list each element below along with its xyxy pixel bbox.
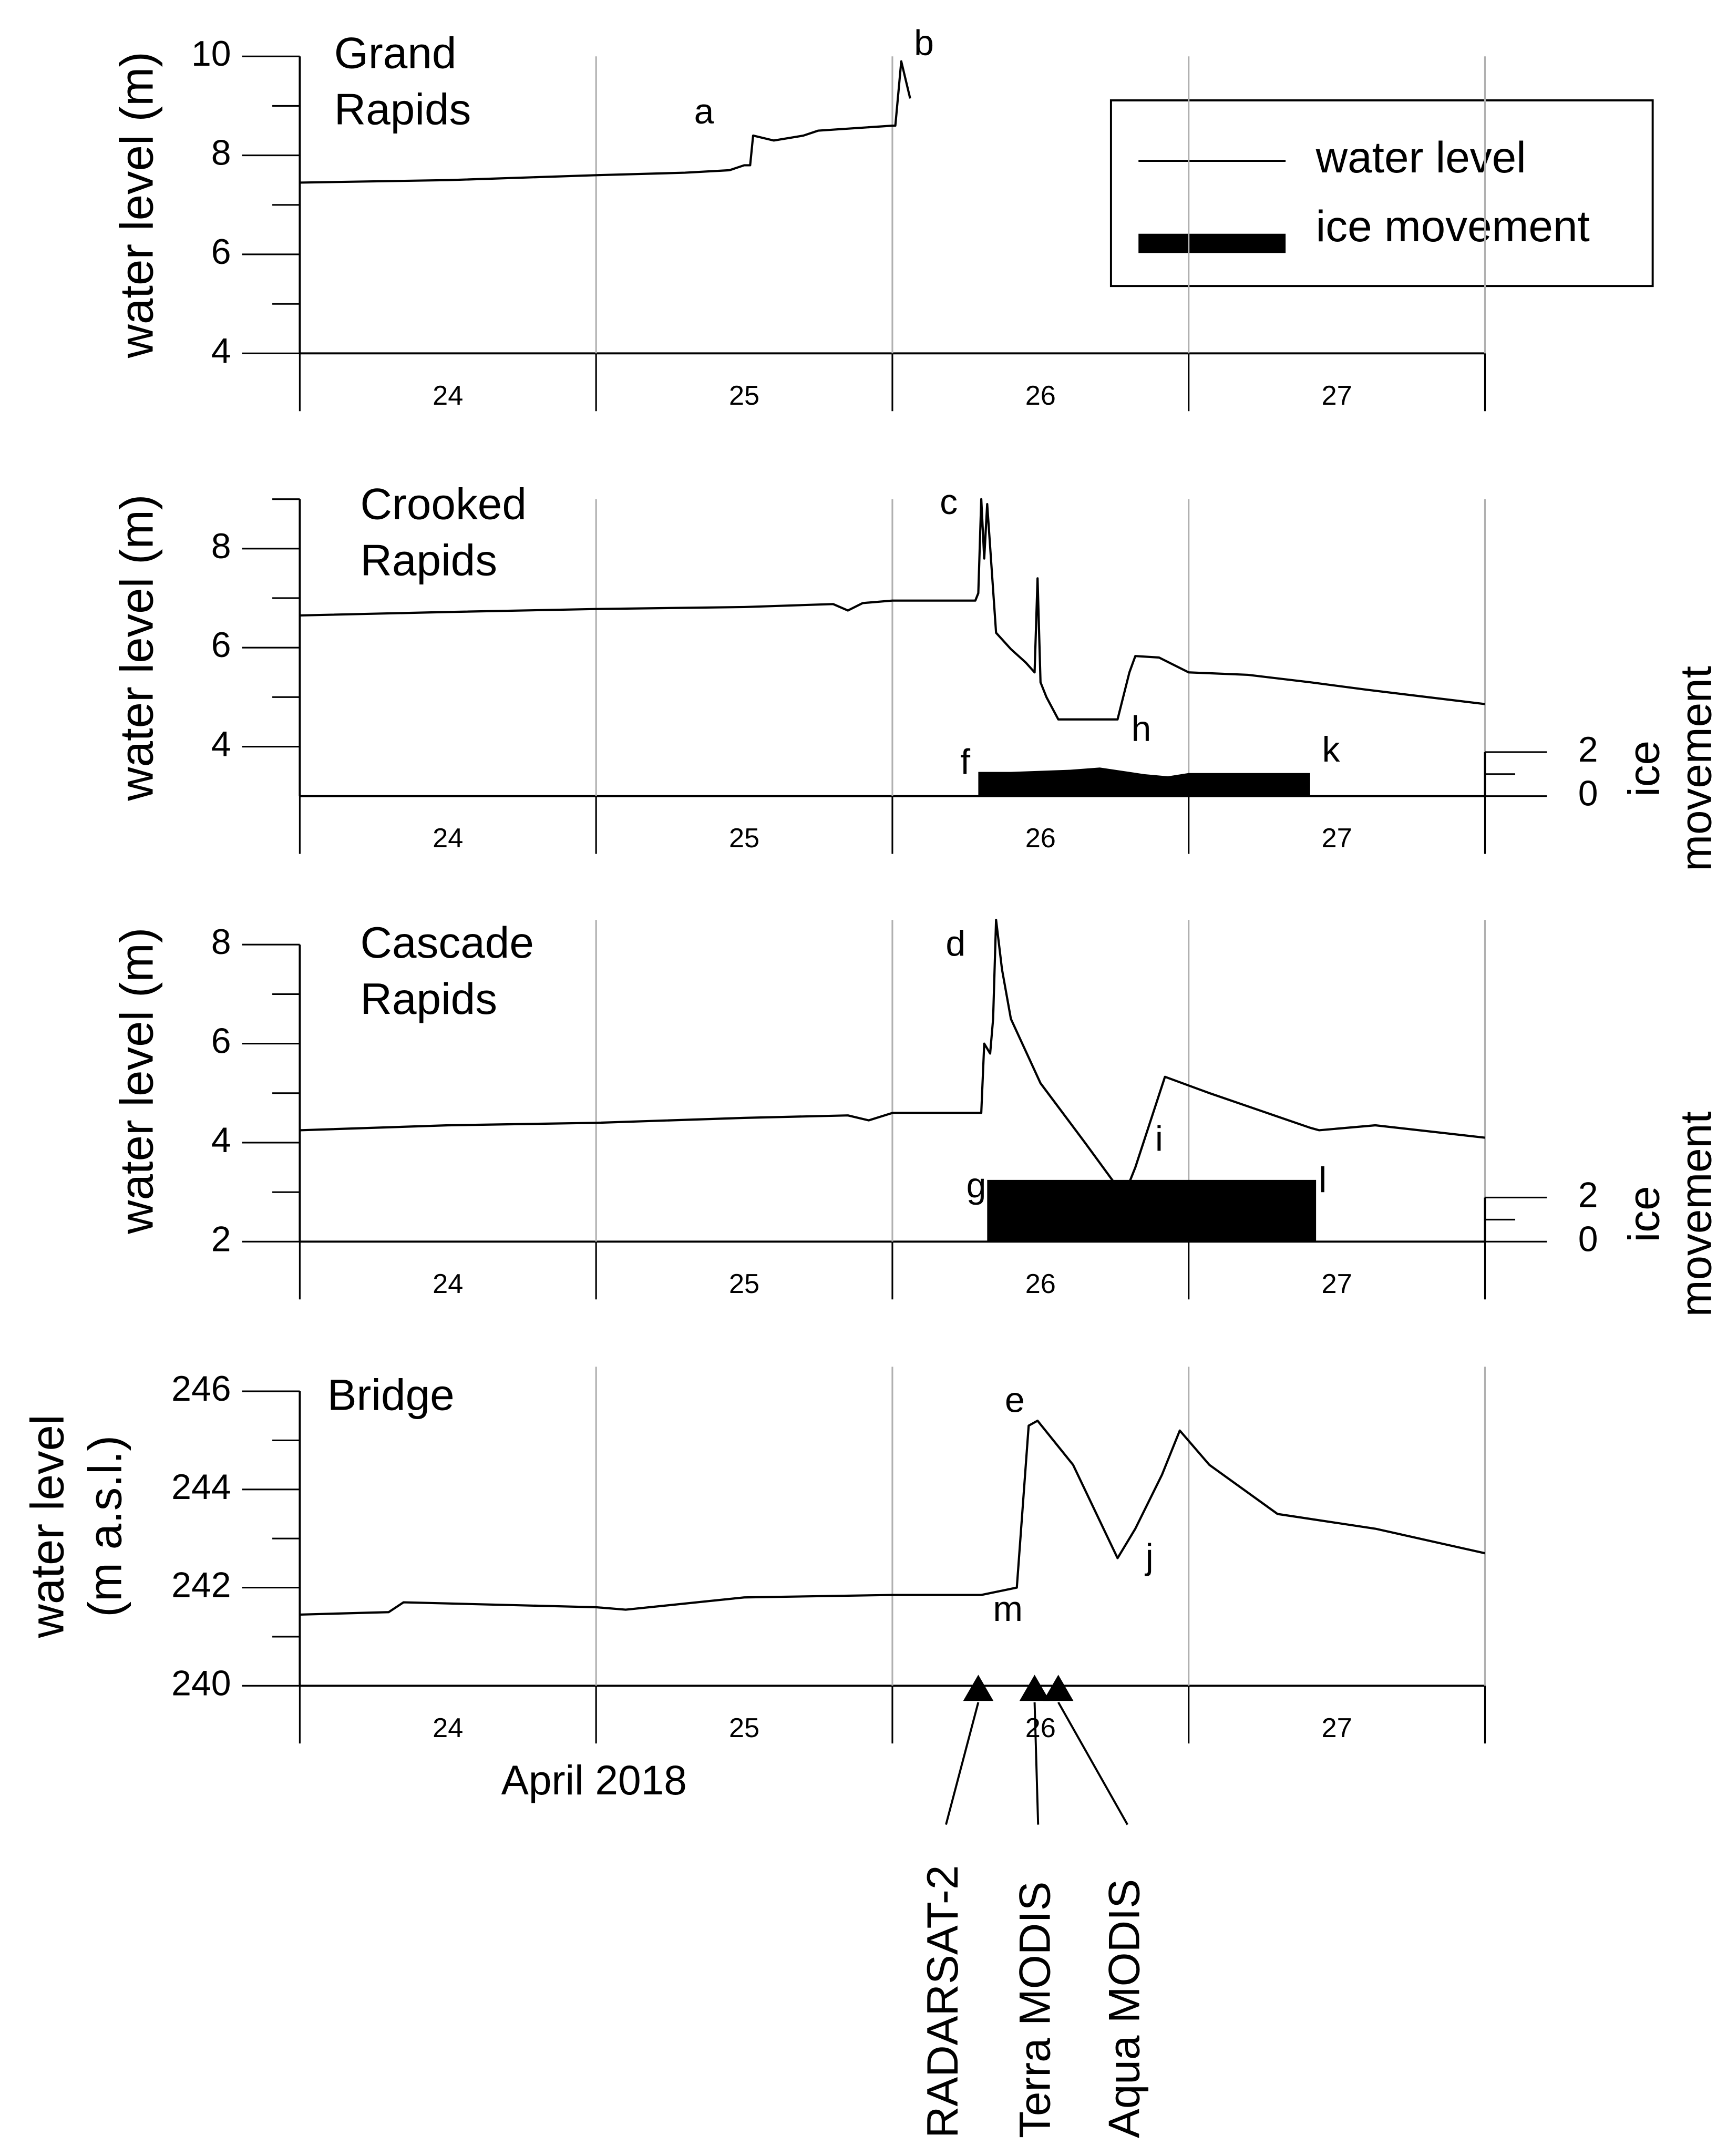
event-label: Terra MODIS <box>1010 1882 1059 2138</box>
legend-box <box>1109 99 1654 288</box>
y-tick-label: 4 <box>211 724 231 764</box>
annotation: c <box>940 482 958 522</box>
y2-axis-label: movement <box>1671 1111 1721 1317</box>
y-axis-label: water level (m) <box>110 928 162 1235</box>
water-level-line <box>300 1419 1485 1616</box>
y2-tick-label: 2 <box>1578 730 1598 769</box>
panel-title: Rapids <box>334 85 471 134</box>
panel-title: Cascade <box>361 918 534 967</box>
x-tick-label: 26 <box>1025 1713 1056 1743</box>
x-tick-label: 24 <box>433 823 463 854</box>
y-tick-label: 8 <box>211 922 231 962</box>
panel-title: Bridge <box>327 1370 455 1420</box>
annotation: l <box>1319 1160 1327 1200</box>
legend-label: ice movement <box>1316 201 1590 251</box>
event-pointer <box>1033 1702 1040 1825</box>
ice-movement-area <box>987 1179 1317 1242</box>
water-level-line <box>300 919 1485 1188</box>
y-tick-label: 2 <box>211 1219 231 1259</box>
y-tick-label: 8 <box>211 526 231 566</box>
event-label: Aqua MODIS <box>1099 1879 1148 2138</box>
y-tick-label: 4 <box>211 1120 231 1160</box>
y-tick-label: 4 <box>211 331 231 371</box>
event-pointer <box>945 1702 980 1825</box>
y-tick-label: 8 <box>211 133 231 173</box>
panel-title: Rapids <box>361 536 498 585</box>
y-axis-label: water level (m) <box>110 495 162 802</box>
y2-axis-label: movement <box>1671 666 1721 871</box>
x-tick-label: 25 <box>729 1713 759 1743</box>
panel-title: Rapids <box>361 974 498 1023</box>
annotation: b <box>914 23 934 63</box>
water-level-line <box>300 60 911 184</box>
event-pointer <box>1057 1701 1128 1825</box>
annotation: a <box>694 91 714 131</box>
event-marker <box>1043 1675 1074 1701</box>
y-tick-label: 246 <box>171 1369 231 1409</box>
y-tick-label: 242 <box>171 1565 231 1605</box>
y-tick-label: 6 <box>211 625 231 665</box>
y2-tick-label: 0 <box>1578 1219 1598 1259</box>
y-axis-label: (m a.s.l.) <box>78 1435 131 1617</box>
water-level-line <box>300 498 1485 721</box>
y2-axis-label: ice <box>1619 741 1668 797</box>
x-tick-label: 27 <box>1321 1269 1352 1299</box>
annotation: m <box>993 1589 1023 1629</box>
legend-swatch <box>1138 233 1286 253</box>
annotation: d <box>945 923 965 963</box>
x-tick-label: 27 <box>1321 1713 1352 1743</box>
annotation: h <box>1132 709 1152 749</box>
y2-tick-label: 2 <box>1578 1175 1598 1215</box>
y-tick-label: 6 <box>211 232 231 272</box>
y-axis-label: water level (m) <box>110 52 162 358</box>
x-axis-label: April 2018 <box>501 1757 687 1803</box>
y2-axis-label: ice <box>1619 1186 1668 1242</box>
annotation: g <box>967 1165 986 1205</box>
x-tick-label: 24 <box>433 1269 463 1299</box>
annotation: k <box>1322 730 1340 769</box>
x-tick-label: 27 <box>1321 823 1352 854</box>
x-tick-label: 26 <box>1025 823 1056 854</box>
y-tick-label: 244 <box>171 1467 231 1507</box>
panel-title: Crooked <box>361 479 527 528</box>
x-tick-label: 24 <box>433 381 463 411</box>
annotation: i <box>1155 1118 1163 1158</box>
event-marker <box>1019 1675 1050 1701</box>
y2-tick-label: 0 <box>1578 774 1598 814</box>
x-tick-label: 26 <box>1025 1269 1056 1299</box>
y-tick-label: 6 <box>211 1021 231 1061</box>
ice-movement-area <box>978 767 1310 796</box>
x-tick-label: 27 <box>1321 381 1352 411</box>
x-tick-label: 25 <box>729 823 759 854</box>
annotation: f <box>960 742 970 782</box>
y-axis-label: water level <box>20 1414 73 1638</box>
event-label: RADARSAT-2 <box>918 1865 967 2138</box>
legend-label: water level <box>1315 132 1526 182</box>
annotation: e <box>1005 1380 1025 1420</box>
x-tick-label: 26 <box>1025 381 1056 411</box>
y-tick-label: 240 <box>171 1663 231 1703</box>
x-tick-label: 25 <box>729 1269 759 1299</box>
x-tick-label: 25 <box>729 381 759 411</box>
x-tick-label: 24 <box>433 1713 463 1743</box>
y-tick-label: 10 <box>191 34 231 74</box>
panel-title: Grand <box>334 28 457 77</box>
event-marker <box>963 1675 994 1701</box>
annotation: j <box>1145 1537 1154 1577</box>
